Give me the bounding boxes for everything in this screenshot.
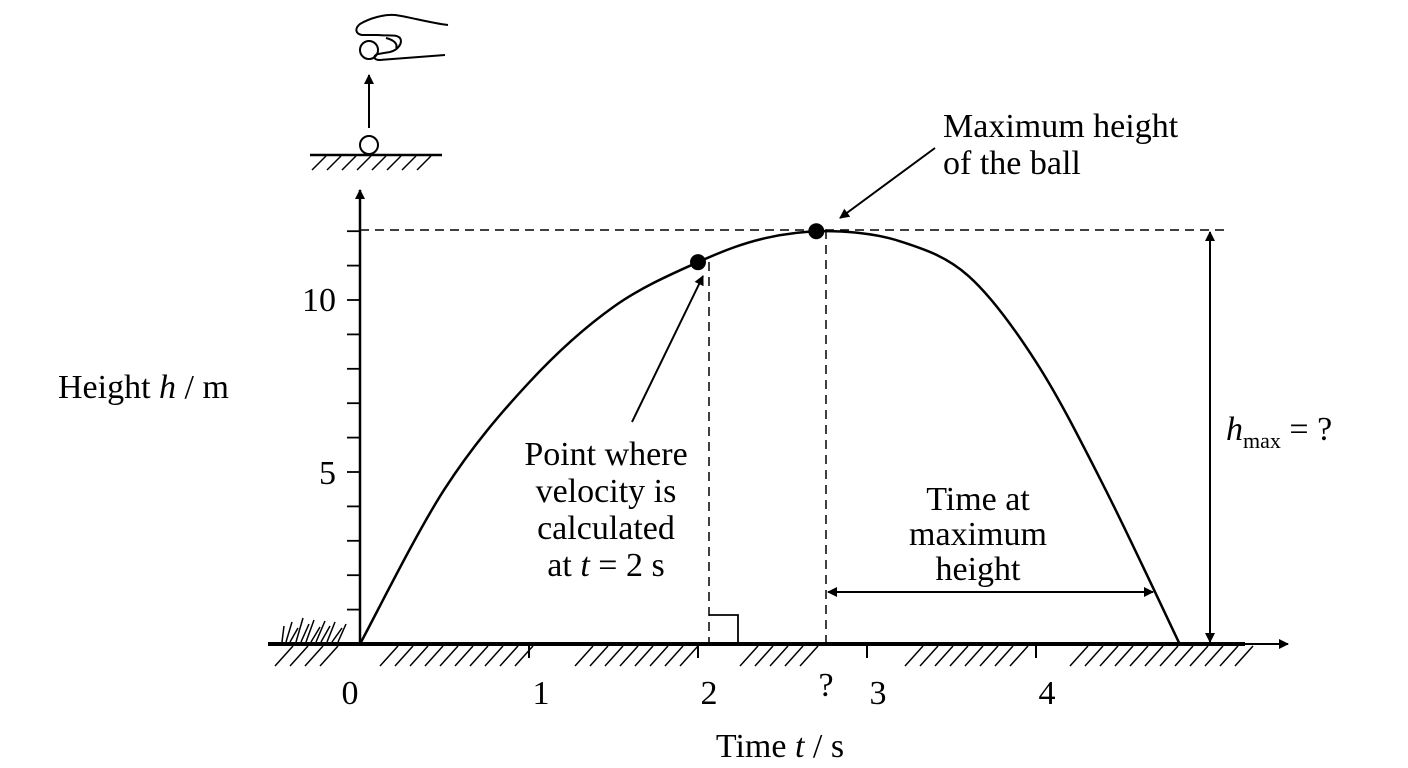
y-axis-title-prefix: Height <box>58 369 159 406</box>
hatch-line <box>994 645 1014 667</box>
hatch-line <box>589 645 609 667</box>
hatch-line <box>964 645 984 667</box>
hatch-line <box>799 645 819 667</box>
hmax-label: hmax = ? <box>1226 411 1332 453</box>
hatch-line <box>664 645 684 667</box>
hatch-line <box>979 645 999 667</box>
hatch-line <box>1219 645 1239 667</box>
x-axis-title-suffix: / s <box>804 728 844 765</box>
hatch-line <box>574 645 594 667</box>
max-height-note-line1: Maximum height <box>943 108 1179 145</box>
velocity-note-line4-suffix: = 2 s <box>590 547 665 584</box>
velocity-note-line4: at t = 2 s <box>547 547 664 584</box>
velocity-pointer-arrow <box>631 275 704 423</box>
hatch-line <box>424 645 444 667</box>
x-axis-title-var: t <box>795 728 806 765</box>
hatch-line <box>394 645 414 667</box>
x-tick-label-3: 3 <box>870 675 887 712</box>
y-axis-title-var: h <box>159 369 176 406</box>
hatch-line <box>274 645 294 667</box>
y-tick-label-10: 10 <box>302 282 336 319</box>
hatch-line <box>1099 645 1119 667</box>
time-at-max-note-line2: maximum <box>909 516 1047 553</box>
hatch-line <box>1069 645 1089 667</box>
hatch-line <box>1234 645 1254 667</box>
hatch-line <box>439 645 459 667</box>
hatch-line <box>604 645 624 667</box>
hatch-line <box>679 645 699 667</box>
y-axis-title: Height h / m <box>58 369 229 406</box>
hatch-line <box>754 645 774 667</box>
hatch-line <box>379 645 399 667</box>
hmax-label-var: h <box>1226 411 1243 448</box>
y-axis-minor-ticks <box>347 230 360 611</box>
hmax-label-suffix: = ? <box>1281 411 1332 448</box>
grass-icon <box>281 617 347 643</box>
x-axis-title: Time t / s <box>716 728 844 765</box>
trajectory-curve <box>358 229 1181 645</box>
hand-holding-ball-icon <box>310 13 449 171</box>
hatch-line <box>484 645 504 667</box>
max-height-note-line2: of the ball <box>943 145 1081 182</box>
y-axis-title-suffix: / m <box>176 369 229 406</box>
x-tick-label-4: 4 <box>1039 675 1056 712</box>
hatch-line <box>784 645 804 667</box>
hatch-line <box>499 645 519 667</box>
hatch-line <box>649 645 669 667</box>
highlight-points <box>690 223 825 271</box>
x-axis-ticks <box>528 644 1037 658</box>
ground-hatching <box>274 645 1254 667</box>
max-height-pointer-arrow <box>839 147 936 219</box>
hatch-line <box>409 645 429 667</box>
hatch-line <box>1204 645 1224 667</box>
velocity-note-line1: Point where <box>524 436 687 473</box>
x-tick-label-1: 1 <box>533 675 550 712</box>
hatch-line <box>634 645 654 667</box>
hatch-line <box>739 645 759 667</box>
hatch-line <box>1189 645 1209 667</box>
velocity-note-line4-prefix: at <box>547 547 580 584</box>
x-tick-label-2: 2 <box>701 675 718 712</box>
x-tick-label-0: 0 <box>342 675 359 712</box>
velocity-point <box>690 254 706 271</box>
hatch-line <box>304 645 324 667</box>
hatch-line <box>1129 645 1149 667</box>
hatch-line <box>1084 645 1104 667</box>
hatch-line <box>319 645 339 667</box>
velocity-note-line4-var: t <box>580 547 591 584</box>
velocity-note-line2: velocity is <box>536 473 677 510</box>
hatch-line <box>919 645 939 667</box>
x-unknown-tick-label: ? <box>818 667 833 704</box>
max-height-point <box>808 223 825 240</box>
time-at-max-note-line1: Time at <box>926 481 1030 518</box>
hatch-line <box>949 645 969 667</box>
hatch-line <box>1144 645 1164 667</box>
hatch-line <box>454 645 474 667</box>
dashed-guides <box>360 229 1225 644</box>
hatch-line <box>469 645 489 667</box>
hatch-line <box>1114 645 1134 667</box>
hatch-line <box>289 645 309 667</box>
hatch-line <box>904 645 924 667</box>
right-angle-marker <box>709 614 739 644</box>
hatch-line <box>1174 645 1194 667</box>
hatch-line <box>514 645 534 667</box>
y-tick-label-5: 5 <box>319 455 336 492</box>
hatch-line <box>619 645 639 667</box>
hatch-line <box>934 645 954 667</box>
x-axis-title-prefix: Time <box>716 728 795 765</box>
velocity-note-line3: calculated <box>537 510 675 547</box>
time-at-max-note-line3: height <box>936 551 1022 588</box>
hmax-label-sub: max <box>1243 428 1281 453</box>
hatch-line <box>1159 645 1179 667</box>
hatch-line <box>769 645 789 667</box>
hatch-line <box>1009 645 1029 667</box>
